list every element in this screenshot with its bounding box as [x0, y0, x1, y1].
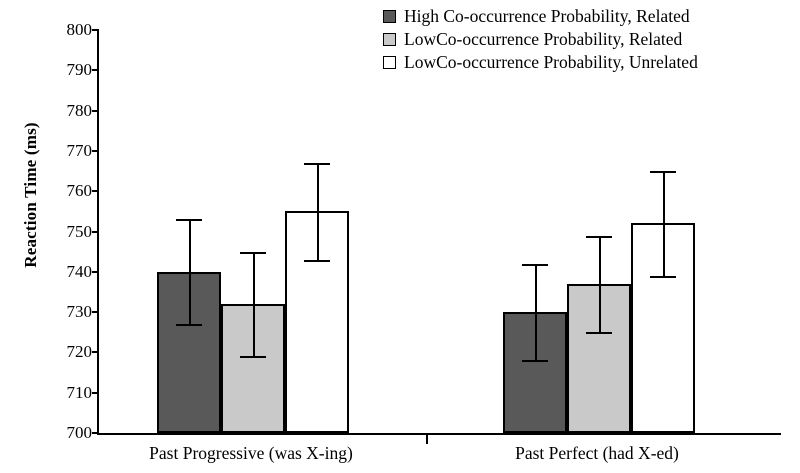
plot-area: 700 710 720 730 740 750 760 770 780 790 800	[67, 20, 781, 444]
legend-item: LowCo-occurrence Probability, Related	[383, 29, 698, 49]
y-axis-tick-label: 740	[66, 261, 93, 281]
chart-legend: High Co-occurrence Probability, Related …	[383, 6, 698, 72]
y-axis-tick-mark	[92, 270, 99, 273]
error-bar-cap	[240, 251, 266, 254]
y-axis-tick-mark	[92, 69, 99, 72]
legend-swatch-icon	[383, 9, 396, 23]
y-axis-tick-label: 720	[66, 342, 93, 362]
legend-item: High Co-occurrence Probability, Related	[383, 6, 698, 26]
y-axis-tick-mark	[92, 109, 99, 112]
y-axis-tick-mark	[92, 432, 99, 434]
y-axis-tick-mark	[92, 391, 99, 394]
error-bar	[535, 263, 537, 361]
bar	[631, 223, 695, 433]
error-bar	[663, 171, 665, 276]
y-axis-tick-label: 760	[66, 181, 93, 201]
error-bar-cap	[176, 324, 202, 327]
y-axis-tick-mark	[92, 311, 99, 314]
error-bar	[317, 162, 319, 260]
legend-swatch-icon	[383, 55, 396, 69]
y-axis-tick-label: 750	[66, 221, 93, 241]
legend-label: LowCo-occurrence Probability, Unrelated	[404, 52, 698, 72]
error-bar-cap	[522, 263, 548, 266]
error-bar	[189, 219, 191, 325]
error-bar-cap	[522, 360, 548, 363]
y-axis-tick-mark	[92, 190, 99, 193]
legend-item: LowCo-occurrence Probability, Unrelated	[383, 52, 698, 72]
y-axis-tick-mark	[92, 351, 99, 354]
error-bar-cap	[586, 332, 612, 335]
y-axis-tick-mark	[92, 230, 99, 233]
error-bar-cap	[650, 275, 676, 278]
y-axis-tick-label: 770	[66, 140, 93, 160]
y-axis-label: Reaction Time (ms)	[21, 122, 40, 268]
error-bar	[599, 235, 601, 333]
y-axis-tick-label: 800	[66, 20, 93, 39]
y-axis-tick-mark	[92, 149, 99, 152]
y-axis-tick-label: 790	[66, 60, 93, 80]
y-axis-tick-label: 700	[66, 423, 93, 442]
error-bar-cap	[304, 162, 330, 165]
x-axis-group-separator	[426, 433, 428, 444]
y-axis-tick-label: 780	[66, 100, 93, 120]
legend-label: High Co-occurrence Probability, Related	[404, 6, 690, 26]
y-axis-tick-mark	[92, 29, 99, 31]
y-axis-tick-label: 710	[66, 382, 93, 402]
error-bar-cap	[240, 356, 266, 359]
legend-swatch-icon	[383, 32, 396, 46]
x-axis-category-label: Past Perfect (had X-ed)	[515, 443, 679, 463]
error-bar-cap	[176, 219, 202, 222]
error-bar-cap	[650, 171, 676, 174]
legend-label: LowCo-occurrence Probability, Related	[404, 29, 683, 49]
error-bar-cap	[586, 235, 612, 238]
y-axis-tick-label: 730	[66, 302, 93, 322]
error-bar-cap	[304, 259, 330, 262]
x-axis-category-label: Past Progressive (was X-ing)	[149, 443, 353, 463]
error-bar	[253, 251, 255, 357]
